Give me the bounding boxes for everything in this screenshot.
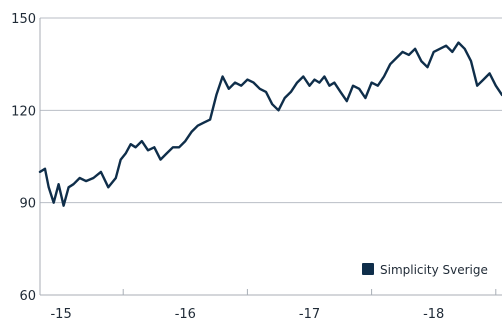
series-line-0 xyxy=(38,41,502,207)
y-tick-label: 90 xyxy=(19,197,36,212)
x-tick-labels: -15 -16 -17 -18 xyxy=(50,307,444,320)
series-layer xyxy=(38,41,502,207)
y-tick-labels: 60 90 120 150 xyxy=(11,12,36,304)
legend: Simplicity Sverige xyxy=(362,263,488,277)
axes xyxy=(39,18,502,296)
x-tick-label: -16 xyxy=(175,307,196,320)
y-tick-label: 150 xyxy=(11,12,36,27)
x-tick-label: -15 xyxy=(50,307,71,320)
gridlines xyxy=(40,17,502,204)
x-tick-label: -18 xyxy=(423,307,444,320)
legend-label: Simplicity Sverige xyxy=(380,263,488,277)
x-tick-label: -17 xyxy=(299,307,320,320)
y-tick-label: 60 xyxy=(19,289,36,304)
legend-swatch xyxy=(362,263,374,275)
y-tick-label: 120 xyxy=(11,104,36,119)
